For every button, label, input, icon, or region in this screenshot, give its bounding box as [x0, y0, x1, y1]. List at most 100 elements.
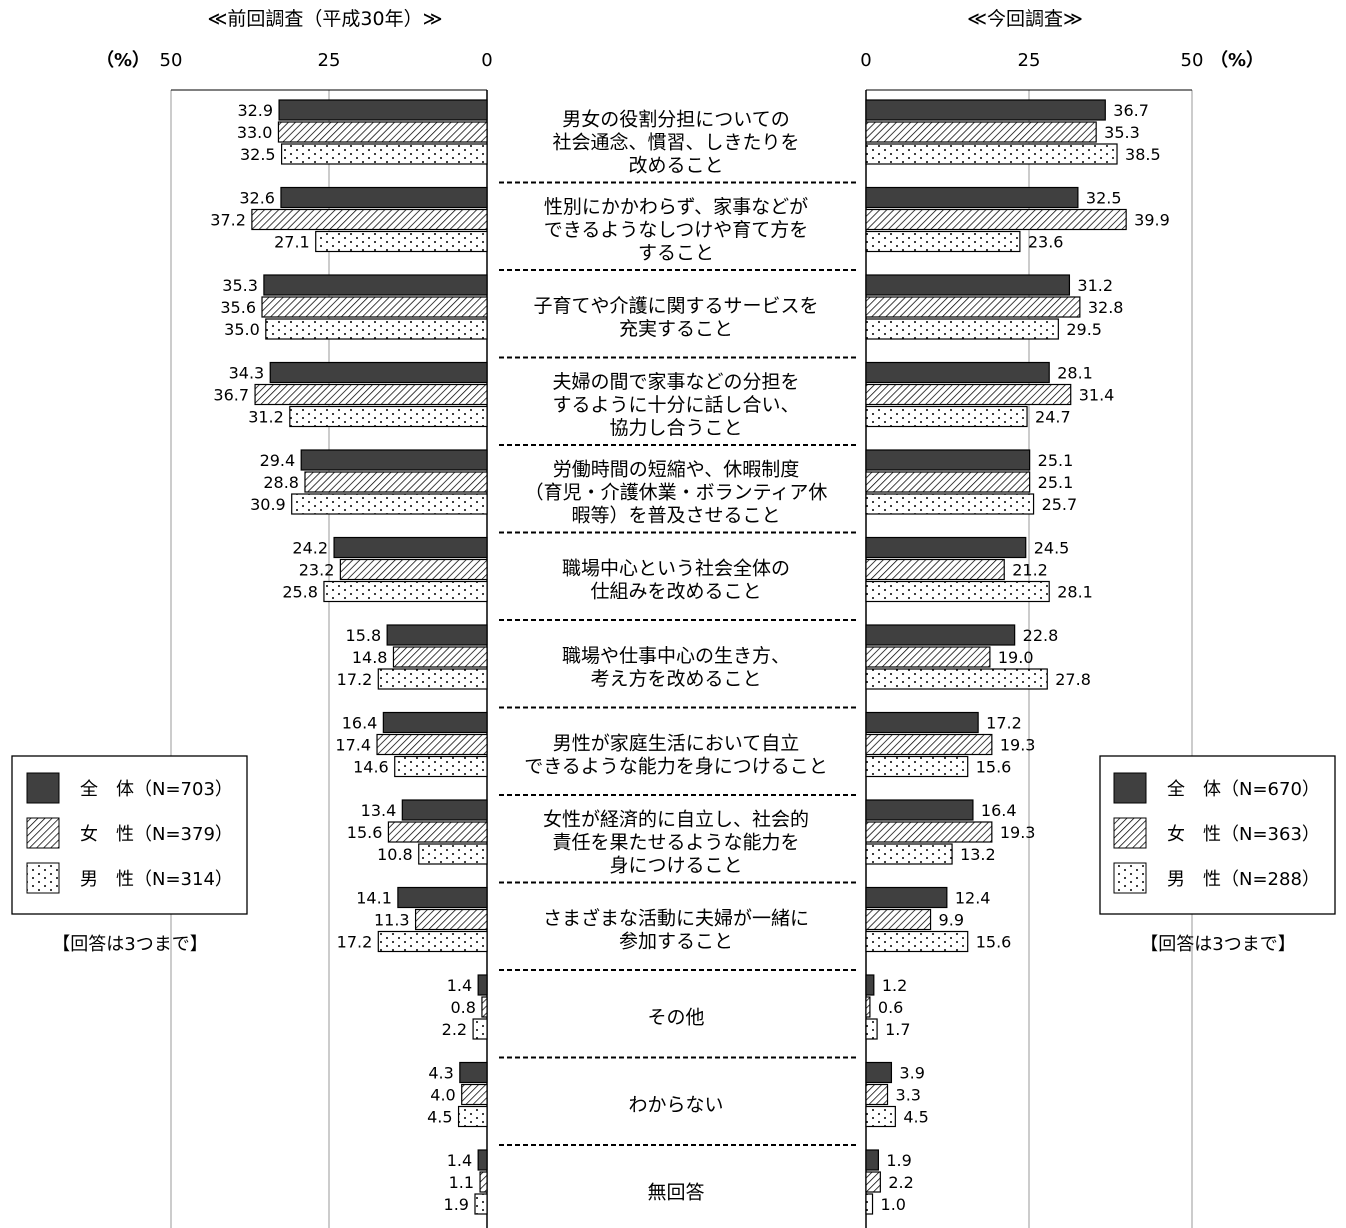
- category-label: 子育てや介護に関するサービスを: [533, 295, 818, 317]
- category-label: 男女の役割分担についての: [562, 108, 789, 130]
- previous-data-label: 30.9: [250, 495, 286, 514]
- previous-bar: [481, 996, 488, 1018]
- current-bar: [865, 536, 1027, 559]
- current-bar: [865, 1061, 893, 1084]
- current-data-label: 27.8: [1055, 670, 1091, 689]
- previous-bar: [339, 558, 488, 581]
- current-bar: [865, 755, 969, 778]
- previous-bar: [457, 1105, 488, 1128]
- current-data-label: 24.7: [1035, 408, 1071, 427]
- previous-bar: [472, 1018, 488, 1040]
- current-bar: [865, 143, 1118, 165]
- current-data-label: 24.5: [1034, 539, 1070, 558]
- current-data-label: 17.2: [986, 714, 1022, 733]
- previous-data-label: 2.2: [442, 1020, 467, 1039]
- current-bar: [865, 274, 1071, 296]
- category-label: 責任を果たせるような能力を: [552, 831, 799, 853]
- legend-label: 女 性（N=363）: [1167, 824, 1320, 845]
- current-data-label: 36.7: [1113, 101, 1149, 120]
- current-bar: [865, 974, 875, 996]
- previous-data-label: 4.0: [430, 1086, 455, 1105]
- previous-bar: [414, 908, 488, 931]
- previous-bar: [461, 1083, 488, 1106]
- current-bar: [865, 733, 993, 756]
- category-label: できるような能力を身につけること: [524, 755, 828, 777]
- previous-data-label: 25.8: [282, 583, 318, 602]
- current-bar: [865, 668, 1048, 690]
- current-data-label: 39.9: [1134, 211, 1170, 230]
- current-bar: [865, 558, 1005, 581]
- category-label: 夫婦の間で家事などの分担を: [552, 371, 799, 393]
- current-data-label: 16.4: [981, 801, 1017, 820]
- right-legend: 全 体（N=670） 女 性（N=363） 男 性（N=288）: [1099, 755, 1336, 915]
- previous-bar: [387, 821, 488, 843]
- category-label: さまざまな活動に夫婦が一緒に: [543, 906, 809, 929]
- previous-data-label: 37.2: [210, 211, 246, 230]
- previous-bar: [474, 1193, 488, 1215]
- current-bar: [865, 1105, 896, 1128]
- current-bar: [865, 580, 1050, 603]
- previous-data-label: 35.0: [224, 320, 260, 339]
- current-data-label: 3.9: [899, 1064, 924, 1083]
- previous-data-label: 35.3: [222, 276, 258, 295]
- current-data-label: 19.0: [998, 648, 1034, 667]
- left-answer-note: 【回答は3つまで】: [52, 934, 207, 955]
- previous-bar: [289, 405, 488, 428]
- current-data-label: 32.5: [1086, 189, 1122, 208]
- right-panel-title: ≪今回調査≫: [967, 8, 1083, 30]
- current-bar: [865, 1083, 889, 1106]
- previous-data-label: 14.1: [356, 889, 392, 908]
- previous-data-label: 11.3: [374, 911, 410, 930]
- current-data-label: 1.7: [885, 1020, 910, 1039]
- previous-bar: [394, 755, 488, 778]
- current-data-label: 31.2: [1077, 276, 1113, 295]
- current-bar: [865, 1018, 878, 1040]
- previous-bar: [269, 361, 488, 384]
- previous-bar: [277, 121, 488, 143]
- grid-layer: [170, 89, 1193, 1228]
- current-bar: [865, 99, 1106, 121]
- current-data-label: 38.5: [1125, 145, 1161, 164]
- previous-data-label: 1.9: [444, 1195, 469, 1214]
- current-data-label: 23.6: [1028, 233, 1064, 252]
- previous-bar: [479, 1171, 488, 1193]
- current-data-label: 12.4: [955, 889, 991, 908]
- current-bar: [865, 383, 1072, 406]
- previous-bar: [392, 646, 488, 668]
- previous-bar: [265, 318, 488, 340]
- previous-data-label: 34.3: [229, 364, 265, 383]
- current-bar: [865, 121, 1097, 143]
- current-data-label: 15.6: [976, 933, 1012, 952]
- current-bar: [865, 471, 1031, 493]
- category-label: （育児・介護休業・ボランティア休: [525, 481, 828, 503]
- legend-label: 全 体（N=703）: [80, 779, 233, 800]
- legend-swatch-dots: [1113, 862, 1147, 894]
- bars-layer: [251, 99, 1127, 1215]
- previous-data-label: 15.8: [346, 626, 382, 645]
- current-bar: [865, 886, 948, 909]
- current-data-label: 32.8: [1088, 298, 1124, 317]
- previous-data-label: 32.9: [237, 101, 273, 120]
- previous-bar: [477, 1149, 488, 1171]
- category-label: 身につけること: [609, 854, 742, 876]
- legend-swatch-hatch: [26, 817, 60, 849]
- current-bar: [865, 1193, 874, 1215]
- previous-data-label: 29.4: [260, 451, 296, 470]
- category-label: 参加すること: [619, 930, 733, 952]
- category-label: 暇等）を普及させること: [571, 504, 780, 526]
- previous-data-label: 36.7: [213, 386, 249, 405]
- previous-data-label: 4.3: [428, 1064, 453, 1083]
- current-bar: [865, 908, 932, 931]
- category-label: 労働時間の短縮や、休暇制度: [553, 458, 799, 480]
- current-bar: [865, 799, 974, 821]
- previous-bar: [459, 1061, 488, 1084]
- current-bar: [865, 711, 979, 734]
- previous-data-label: 31.2: [248, 408, 284, 427]
- current-bar: [865, 208, 1127, 231]
- previous-data-label: 1.4: [447, 1151, 472, 1170]
- current-bar: [865, 493, 1035, 515]
- previous-bar: [263, 274, 488, 296]
- left-tick-label: 50: [160, 50, 183, 71]
- current-bar: [865, 318, 1059, 340]
- current-bar: [865, 821, 993, 843]
